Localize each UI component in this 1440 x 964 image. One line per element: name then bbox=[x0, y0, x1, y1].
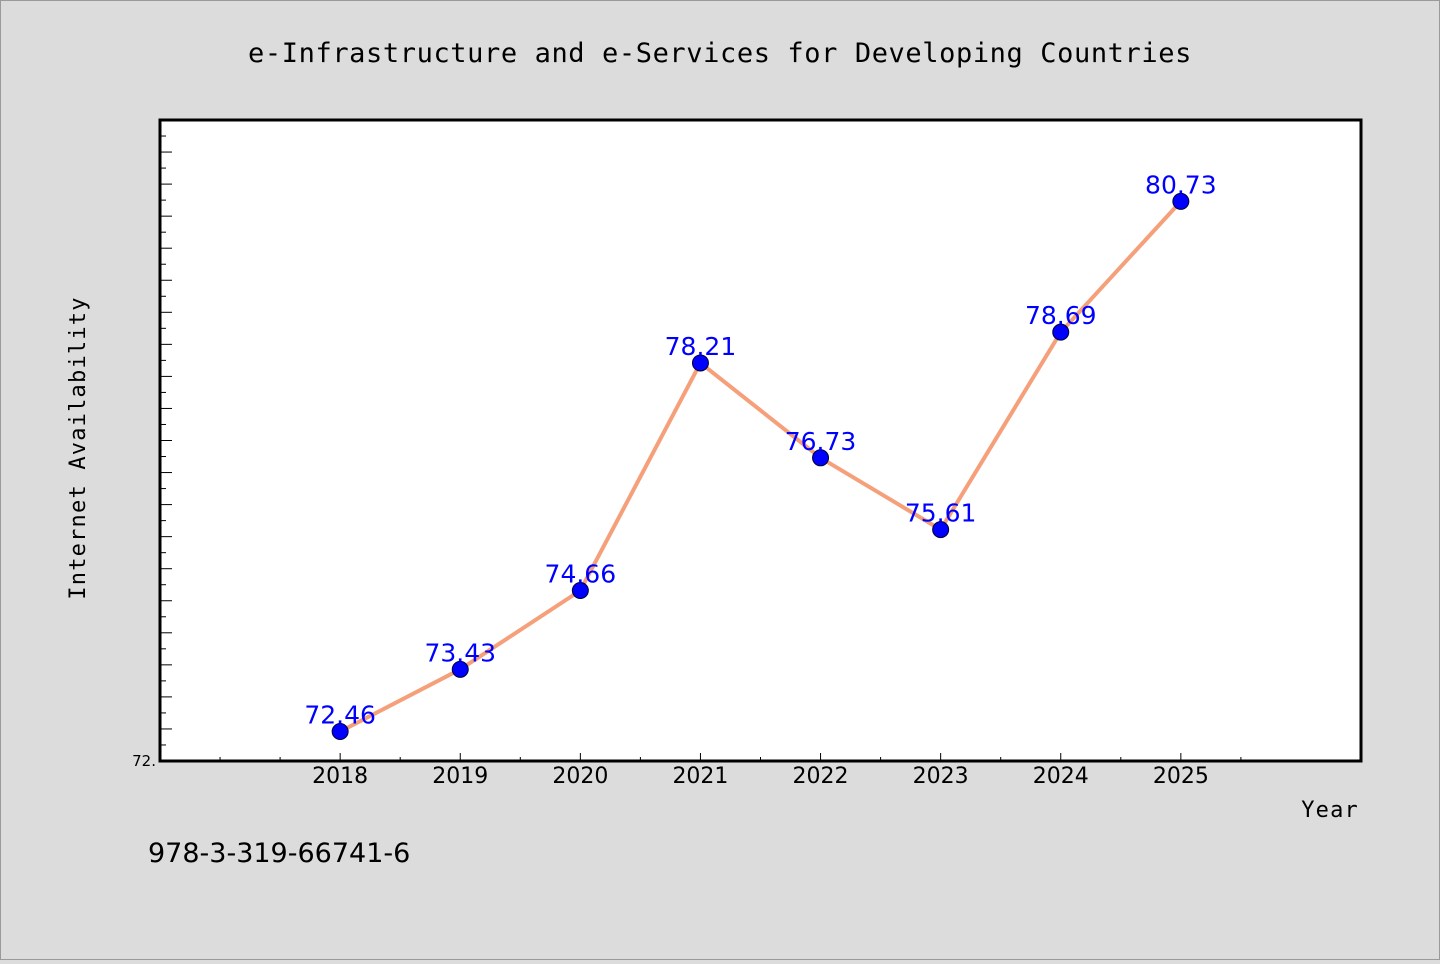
x-tick-label: 2024 bbox=[1033, 764, 1089, 789]
plot-area bbox=[158, 118, 1363, 763]
series-lines bbox=[338, 199, 1183, 734]
data-point bbox=[1052, 323, 1070, 341]
x-tick-labels: 2018 2019 2020 2021 2022 2023 2024 2025 bbox=[312, 764, 1209, 789]
x-axis-title: Year bbox=[1301, 798, 1359, 823]
y-axis-title: Internet Availability bbox=[66, 296, 91, 599]
x-tick-label: 2019 bbox=[432, 764, 488, 789]
chart-title: e-Infrastructure and e-Services for Deve… bbox=[248, 38, 1192, 69]
x-tick-label: 2025 bbox=[1153, 764, 1209, 789]
x-tick-label: 2018 bbox=[312, 764, 368, 789]
data-point bbox=[571, 581, 589, 599]
data-label: 74.66 bbox=[545, 559, 617, 588]
series-line bbox=[338, 199, 1183, 734]
data-point bbox=[691, 354, 709, 372]
x-major-ticks bbox=[339, 753, 1182, 761]
x-minor-ticks bbox=[219, 757, 1242, 761]
y-ticks bbox=[160, 135, 172, 746]
data-label: 73.43 bbox=[424, 638, 496, 667]
data-point bbox=[451, 660, 469, 678]
data-point bbox=[812, 449, 830, 467]
data-point bbox=[1172, 192, 1190, 210]
data-label: 78.21 bbox=[665, 332, 737, 361]
data-label: 76.73 bbox=[785, 427, 857, 456]
y-tick-label: 72. bbox=[132, 752, 156, 770]
data-label: 72.46 bbox=[304, 701, 376, 730]
x-tick-label: 2022 bbox=[793, 764, 849, 789]
x-tick-label: 2023 bbox=[913, 764, 969, 789]
data-labels: 72.46 73.43 74.66 78.21 76.73 75.61 78.69 80.73 bbox=[304, 170, 1216, 729]
data-point bbox=[331, 723, 349, 741]
series-markers bbox=[331, 192, 1190, 741]
y-tick-labels: 72. bbox=[132, 752, 156, 770]
data-label: 78.69 bbox=[1025, 301, 1097, 330]
x-tick-label: 2020 bbox=[552, 764, 608, 789]
data-point bbox=[932, 521, 950, 539]
isbn-annotation: 978-3-319-66741-6 bbox=[148, 838, 410, 869]
x-tick-label: 2021 bbox=[672, 764, 728, 789]
data-label: 75.61 bbox=[905, 499, 977, 528]
data-label: 80.73 bbox=[1145, 170, 1217, 199]
